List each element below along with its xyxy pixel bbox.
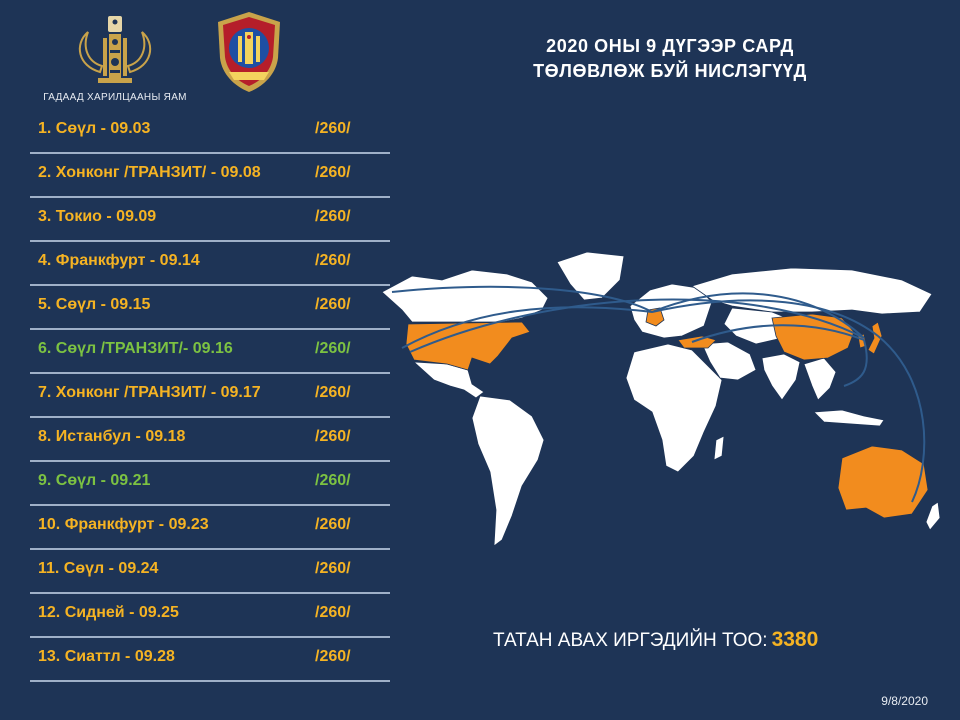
flight-quantity: /260/ (315, 384, 351, 401)
flight-row: 13. Сиаттл - 09.28/260/ (30, 638, 390, 682)
flight-row: 3. Токио - 09.09/260/ (30, 198, 390, 242)
route-line (877, 335, 926, 503)
flight-quantity: /260/ (315, 164, 351, 181)
flight-label: 6. Сөүл /ТРАНЗИТ/- 09.16 (38, 340, 233, 357)
flight-row: 1. Сөүл - 09.03/260/ (30, 110, 390, 154)
total-label: ТАТАН АВАХ ИРГЭДИЙН ТОО: (493, 630, 768, 651)
flight-row: 9. Сөүл - 09.21/260/ (30, 462, 390, 506)
india-shape (761, 353, 801, 401)
mexico-shape (412, 361, 485, 399)
flight-routes (391, 285, 926, 503)
flight-row: 10. Франкфурт - 09.23/260/ (30, 506, 390, 550)
flight-quantity: /260/ (315, 296, 351, 313)
police-badge (214, 10, 284, 99)
soyombo-emblem-icon (78, 16, 152, 83)
flight-list: 1. Сөүл - 09.03/260/ 2. Хонконг /ТРАНЗИТ… (30, 110, 390, 682)
flight-label: 1. Сөүл - 09.03 (38, 120, 151, 137)
slide-date: 9/8/2020 (881, 694, 928, 708)
flight-row: 6. Сөүл /ТРАНЗИТ/- 09.16/260/ (30, 330, 390, 374)
middle-east-shape (701, 341, 757, 381)
page-title: 2020 ОНЫ 9 ДҮГЭЭР САРД ТӨЛӨВЛӨЖ БУЙ НИСЛ… (480, 34, 860, 84)
flight-label: 9. Сөүл - 09.21 (38, 472, 151, 489)
flight-quantity: /260/ (315, 604, 351, 621)
title-line-2: ТӨЛӨВЛӨЖ БУЙ НИСЛЭГҮҮД (533, 61, 807, 81)
flight-row: 8. Истанбул - 09.18/260/ (30, 418, 390, 462)
flight-quantity: /260/ (315, 472, 351, 489)
flight-label: 5. Сөүл - 09.15 (38, 296, 151, 313)
world-map (381, 251, 941, 547)
total-value: 3380 (771, 628, 819, 651)
route-line (651, 292, 865, 339)
title-line-1: 2020 ОНЫ 9 ДҮГЭЭР САРД (546, 36, 794, 56)
flight-quantity: /260/ (315, 428, 351, 445)
flight-row: 12. Сидней - 09.25/260/ (30, 594, 390, 638)
flight-label: 12. Сидней - 09.25 (38, 604, 179, 621)
total-returnees: ТАТАН АВАХ ИРГЭДИЙН ТОО: 3380 (493, 628, 818, 652)
africa-shape (625, 343, 723, 473)
flight-quantity: /260/ (315, 252, 351, 269)
flight-label: 10. Франкфурт - 09.23 (38, 516, 209, 533)
canada-shape (381, 269, 549, 323)
flight-quantity: /260/ (315, 120, 351, 137)
flight-quantity: /260/ (315, 560, 351, 577)
route-line (409, 298, 865, 353)
route-line (651, 299, 879, 337)
route-line (691, 324, 865, 343)
flight-row: 5. Сөүл - 09.15/260/ (30, 286, 390, 330)
flight-quantity: /260/ (315, 208, 351, 225)
southeast-asia-shape (803, 357, 837, 401)
flight-label: 11. Сөүл - 09.24 (38, 560, 159, 577)
russia-shape (691, 267, 933, 315)
flight-quantity: /260/ (315, 340, 351, 357)
flight-label: 13. Сиаттл - 09.28 (38, 648, 175, 665)
greenland-shape (556, 251, 625, 301)
australia-shape (837, 445, 929, 519)
japan-shape (867, 321, 883, 355)
flight-row: 4. Франкфурт - 09.14/260/ (30, 242, 390, 286)
route-line (391, 285, 653, 313)
flight-label: 3. Токио - 09.09 (38, 208, 157, 225)
flight-row: 7. Хонконг /ТРАНЗИТ/ - 09.17/260/ (30, 374, 390, 418)
flight-label: 8. Истанбул - 09.18 (38, 428, 186, 445)
flight-label: 2. Хонконг /ТРАНЗИТ/ - 09.08 (38, 164, 261, 181)
ministry-logo: ГАДААД ХАРИЛЦААНЫ ЯАМ (30, 14, 200, 104)
flight-label: 7. Хонконг /ТРАНЗИТ/ - 09.17 (38, 384, 261, 401)
route-line (843, 339, 868, 387)
flight-quantity: /260/ (315, 648, 351, 665)
police-shield-icon (218, 12, 280, 92)
ministry-caption: ГАДААД ХАРИЛЦААНЫ ЯАМ (43, 92, 187, 103)
flight-row: 2. Хонконг /ТРАНЗИТ/ - 09.08/260/ (30, 154, 390, 198)
south-america-shape (471, 395, 545, 547)
flight-row: 11. Сөүл - 09.24/260/ (30, 550, 390, 594)
flight-label: 4. Франкфурт - 09.14 (38, 252, 200, 269)
usa-shape (405, 321, 531, 371)
route-line (401, 306, 653, 349)
turkey-shape (677, 335, 717, 349)
flight-quantity: /260/ (315, 516, 351, 533)
europe-shape (629, 283, 713, 339)
